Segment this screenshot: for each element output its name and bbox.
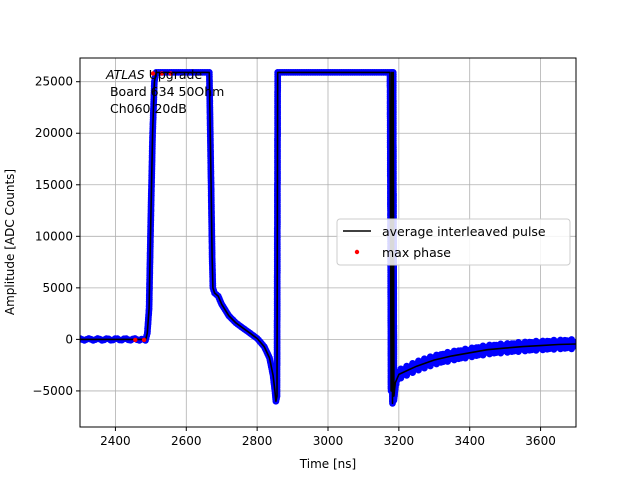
x-tick-label: 2600 xyxy=(171,434,202,448)
max-phase-point xyxy=(133,337,138,343)
legend-dot-marker xyxy=(354,249,360,255)
x-tick-label: 2800 xyxy=(242,434,273,448)
y-tick-label: 5000 xyxy=(42,281,73,295)
max-phase-point xyxy=(150,71,156,76)
legend: average interleaved pulse max phase xyxy=(336,218,571,266)
annotation-line-1: ATLAS Upgrade xyxy=(105,67,202,82)
max-phase-point xyxy=(159,71,164,76)
annotation-atlas: ATLAS xyxy=(105,67,145,82)
x-axis-label: Time [ns] xyxy=(299,457,356,471)
y-tick-label: 10000 xyxy=(35,229,73,243)
annotation-line-3: Ch060 20dB xyxy=(106,101,187,116)
legend-entry-pulse: average interleaved pulse xyxy=(382,224,546,239)
legend-entry-max-phase: max phase xyxy=(382,245,451,260)
max-phase-point xyxy=(168,71,173,76)
x-tick-label: 3200 xyxy=(384,434,415,448)
max-phase-point xyxy=(141,337,147,343)
legend-box xyxy=(336,218,571,266)
y-tick-label: 15000 xyxy=(35,178,73,192)
annotation-line-2: Board 634 50Ohm xyxy=(106,84,224,99)
y-tick-label: 0 xyxy=(65,332,73,346)
x-tick-label: 3000 xyxy=(313,434,344,448)
x-tick-label: 3400 xyxy=(454,434,485,448)
y-tick-label: 25000 xyxy=(35,75,73,89)
ticks: 2400 2600 2800 3000 3200 3400 3600 −5000 0 5000 10… xyxy=(32,75,555,448)
annotation-upgrade: Upgrade xyxy=(145,67,203,82)
max-phase-points xyxy=(133,71,173,343)
y-axis-label: Amplitude [ADC Counts] xyxy=(3,169,17,315)
series-line-average-pulse xyxy=(80,71,576,405)
y-tick-label: 20000 xyxy=(35,126,73,140)
x-tick-label: 3600 xyxy=(525,434,556,448)
annotation: ATLAS Upgrade Board 634 50Ohm Ch060 20dB xyxy=(105,67,224,116)
x-tick-label: 2400 xyxy=(100,434,131,448)
y-tick-label: −5000 xyxy=(32,384,73,398)
